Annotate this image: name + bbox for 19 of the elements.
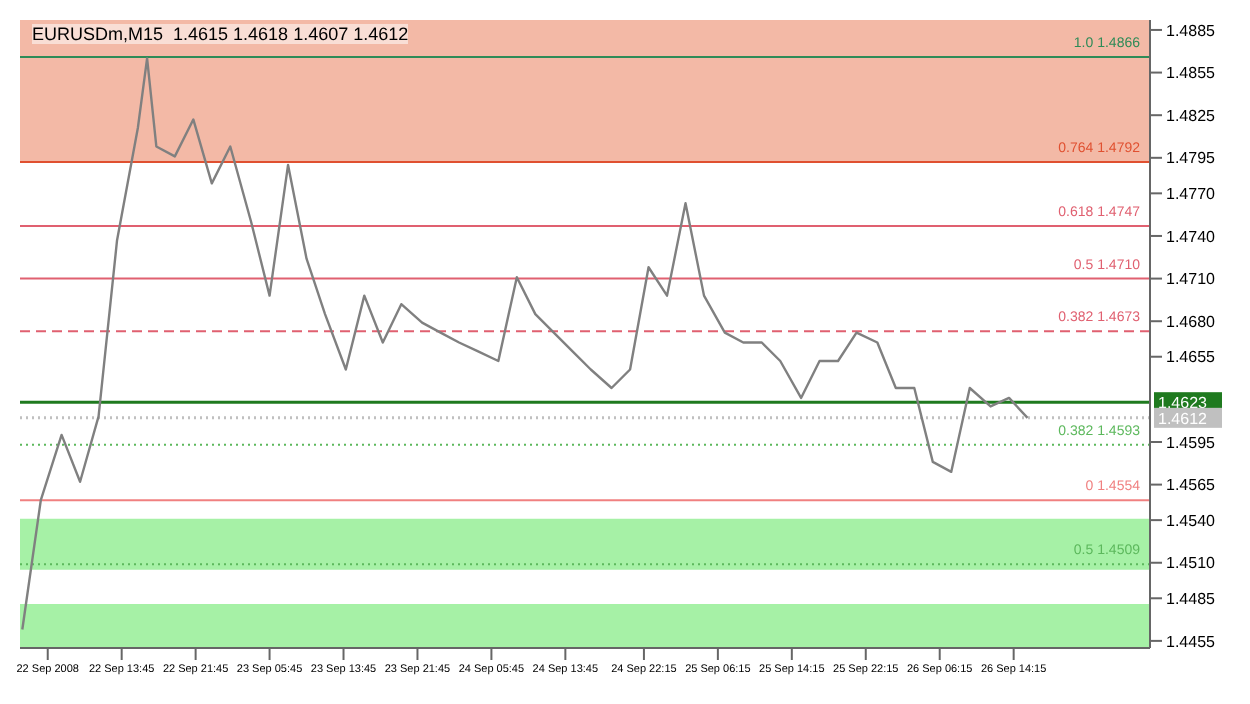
- y-tick-label: 1.4565: [1166, 476, 1217, 495]
- y-tick-label: 1.4510: [1166, 554, 1217, 573]
- ref-line-label: 1.4623: [1158, 394, 1209, 413]
- y-tick-label: 1.4455: [1166, 632, 1217, 651]
- y-tick-label: 1.4655: [1166, 348, 1217, 367]
- y-tick-label: 1.4885: [1166, 21, 1217, 40]
- y-tick-label: 1.4485: [1166, 589, 1217, 608]
- y-tick-label: 1.4740: [1166, 227, 1217, 246]
- ref-line-label: 1.4612: [1158, 409, 1209, 428]
- y-tick-label: 1.4595: [1166, 433, 1217, 452]
- y-tick-label: 1.4825: [1166, 106, 1217, 125]
- y-tick-label: 1.4795: [1166, 149, 1217, 168]
- y-tick-label: 1.4710: [1166, 270, 1217, 289]
- line-series: [21, 57, 1029, 631]
- y-tick-label: 1.4540: [1166, 511, 1217, 530]
- chart-title: EURUSDm,M15 1.4615 1.4618 1.4607 1.4612: [32, 24, 409, 44]
- y-tick-label: 1.4680: [1166, 312, 1217, 331]
- y-tick-label: 1.4770: [1166, 185, 1217, 204]
- y-tick-label: 1.4855: [1166, 64, 1217, 83]
